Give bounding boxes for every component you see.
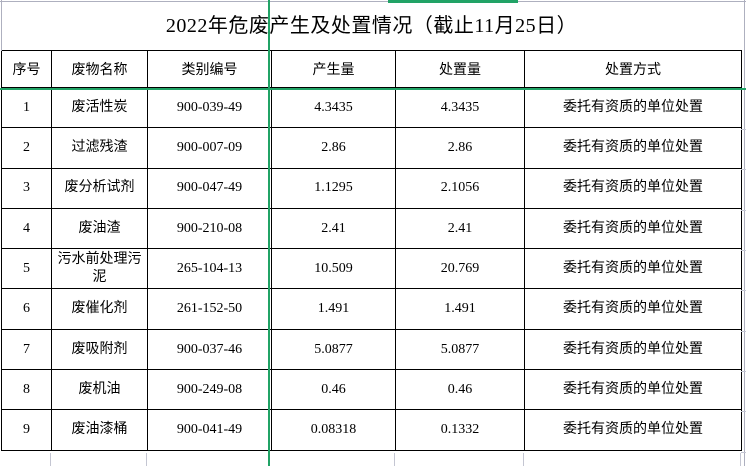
table-row: 5 污水前处理污泥 265-104-13 10.509 20.769 委托有资质的单位处置 [1,248,743,290]
gridline-stub [741,452,746,453]
gridline-stub [523,453,524,466]
cell-disposed-amount: 2.86 [395,127,525,169]
cell-disposal-method: 委托有资质的单位处置 [523,167,743,209]
gridline-green-vertical [268,0,270,466]
cell-disposed-amount: 20.769 [395,248,525,290]
cell-waste-name: 过滤残渣 [51,127,148,169]
cell-disposed-amount: 1.491 [395,288,525,330]
cell-waste-name: 废油漆桶 [51,409,148,451]
table-row: 9 废油漆桶 900-041-49 0.08318 0.1332 委托有资质的单位处置 [1,409,743,451]
cell-produced-amount: 0.46 [271,369,396,411]
cell-category-code: 900-249-08 [147,369,272,411]
title-row: 2022年危废产生及处置情况（截止11月25日） [1,2,742,51]
table-body: 1 废活性炭 900-039-49 4.3435 4.3435 委托有资质的单位处置 2 过滤… [1,86,743,451]
cell-seq: 6 [1,288,52,330]
gridline-stub [394,453,395,466]
cell-category-code: 261-152-50 [147,288,272,330]
gridline-stub [741,129,746,130]
gridline-stub [50,453,51,466]
cell-produced-amount: 2.41 [271,207,396,250]
cell-category-code: 900-039-49 [147,86,272,129]
cell-category-code: 265-104-13 [147,248,272,290]
window-right-edge-line [744,0,745,466]
column-header-produced: 产生量 [271,50,396,88]
cell-disposal-method: 委托有资质的单位处置 [523,207,743,250]
cell-disposed-amount: 0.46 [395,369,525,411]
cell-category-code: 900-037-46 [147,328,272,371]
header-row: 序号 废物名称 类别编号 产生量 处置量 处置方式 [1,50,743,88]
cell-seq: 1 [1,86,52,129]
cell-waste-name: 废机油 [51,369,148,411]
cell-seq: 7 [1,328,52,371]
gridline-stub [741,371,746,372]
cell-waste-name: 废油渣 [51,207,148,250]
cell-waste-name: 废催化剂 [51,288,148,330]
cell-seq: 3 [1,167,52,209]
cell-seq: 5 [1,248,52,290]
gridline-green-horizontal [0,88,746,90]
cell-disposal-method: 委托有资质的单位处置 [523,328,743,371]
gridline-stub [146,453,147,466]
table-row: 2 过滤残渣 900-007-09 2.86 2.86 委托有资质的单位处置 [1,127,743,169]
cell-produced-amount: 0.08318 [271,409,396,451]
cell-produced-amount: 1.1295 [271,167,396,209]
cell-category-code: 900-210-08 [147,207,272,250]
cell-seq: 8 [1,369,52,411]
table-row: 3 废分析试剂 900-047-49 1.1295 2.1056 委托有资质的单位处置 [1,167,743,209]
cell-waste-name: 废活性炭 [51,86,148,129]
hazardous-waste-table: 2022年危废产生及处置情况（截止11月25日） 序号 废物名称 类别编号 产生… [1,2,743,451]
cell-disposal-method: 委托有资质的单位处置 [523,369,743,411]
cell-waste-name: 污水前处理污泥 [51,248,148,290]
cell-category-code: 900-041-49 [147,409,272,451]
gridline-stub [741,411,746,412]
cell-disposal-method: 委托有资质的单位处置 [523,288,743,330]
cell-category-code: 900-047-49 [147,167,272,209]
cell-waste-name: 废吸附剂 [51,328,148,371]
column-header-method: 处置方式 [523,50,743,88]
gridline-stub [741,331,746,332]
cell-category-code: 900-007-09 [147,127,272,169]
table-row: 4 废油渣 900-210-08 2.41 2.41 委托有资质的单位处置 [1,207,743,250]
table-title: 2022年危废产生及处置情况（截止11月25日） [1,2,742,51]
gridline-stub [741,250,746,251]
window-left-edge-line [1,0,2,51]
column-header-waste-name: 废物名称 [51,50,148,88]
cell-disposal-method: 委托有资质的单位处置 [523,409,743,451]
column-header-disposed: 处置量 [395,50,525,88]
gridline-stub [740,453,741,466]
gridline-stub [741,169,746,170]
table-row: 8 废机油 900-249-08 0.46 0.46 委托有资质的单位处置 [1,369,743,411]
table-row: 1 废活性炭 900-039-49 4.3435 4.3435 委托有资质的单位处置 [1,86,743,129]
cell-produced-amount: 4.3435 [271,86,396,129]
column-header-seq: 序号 [1,50,52,88]
cell-disposed-amount: 0.1332 [395,409,525,451]
cell-disposal-method: 委托有资质的单位处置 [523,127,743,169]
cell-disposed-amount: 4.3435 [395,86,525,129]
cell-produced-amount: 10.509 [271,248,396,290]
cell-produced-amount: 1.491 [271,288,396,330]
cell-disposed-amount: 5.0877 [395,328,525,371]
cell-disposal-method: 委托有资质的单位处置 [523,86,743,129]
gridline-stub [741,290,746,291]
gridline-stub [741,210,746,211]
column-header-category-code: 类别编号 [147,50,272,88]
cell-seq: 2 [1,127,52,169]
cell-waste-name: 废分析试剂 [51,167,148,209]
cell-produced-amount: 5.0877 [271,328,396,371]
cell-disposed-amount: 2.1056 [395,167,525,209]
cell-produced-amount: 2.86 [271,127,396,169]
cell-disposed-amount: 2.41 [395,207,525,250]
cell-seq: 9 [1,409,52,451]
table-row: 7 废吸附剂 900-037-46 5.0877 5.0877 委托有资质的单位处置 [1,328,743,371]
gridline-green-top-segment [388,0,518,3]
cell-disposal-method: 委托有资质的单位处置 [523,248,743,290]
window-top-edge-line [0,1,746,2]
table-row: 6 废催化剂 261-152-50 1.491 1.491 委托有资质的单位处置 [1,288,743,330]
cell-seq: 4 [1,207,52,250]
